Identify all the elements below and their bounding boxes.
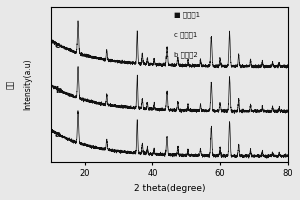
Text: Intensity(a.u): Intensity(a.u) [23, 59, 32, 110]
Text: a: a [55, 130, 61, 139]
Text: b 对比例2: b 对比例2 [174, 52, 198, 58]
Text: 强度: 强度 [6, 80, 15, 89]
Text: ■ 实施例1: ■ 实施例1 [174, 12, 200, 18]
Text: c 对比例1: c 对比例1 [174, 32, 197, 38]
Text: c: c [55, 41, 60, 50]
X-axis label: 2 theta(degree): 2 theta(degree) [134, 184, 205, 193]
Text: b: b [55, 86, 62, 95]
